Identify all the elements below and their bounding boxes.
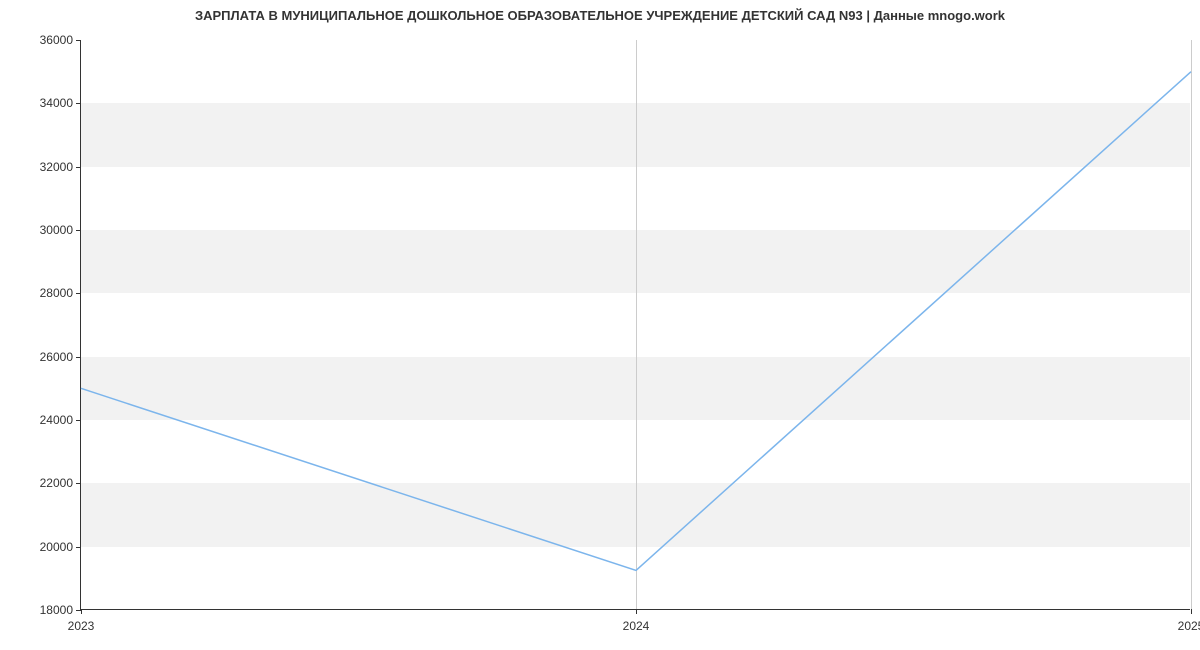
series-line: [81, 40, 1191, 610]
x-tick-mark: [1191, 609, 1192, 614]
y-tick-label: 28000: [40, 286, 81, 300]
y-tick-label: 36000: [40, 33, 81, 47]
y-tick-label: 32000: [40, 160, 81, 174]
plot-area: 1800020000220002400026000280003000032000…: [80, 40, 1190, 610]
y-tick-label: 26000: [40, 350, 81, 364]
x-tick-label: 2025: [1178, 609, 1200, 633]
y-tick-label: 24000: [40, 413, 81, 427]
y-tick-label: 34000: [40, 96, 81, 110]
salary-line-chart: ЗАРПЛАТА В МУНИЦИПАЛЬНОЕ ДОШКОЛЬНОЕ ОБРА…: [0, 0, 1200, 650]
y-tick-label: 22000: [40, 476, 81, 490]
y-tick-label: 20000: [40, 540, 81, 554]
y-tick-label: 30000: [40, 223, 81, 237]
x-grid-line: [1191, 40, 1192, 609]
chart-title: ЗАРПЛАТА В МУНИЦИПАЛЬНОЕ ДОШКОЛЬНОЕ ОБРА…: [0, 8, 1200, 23]
